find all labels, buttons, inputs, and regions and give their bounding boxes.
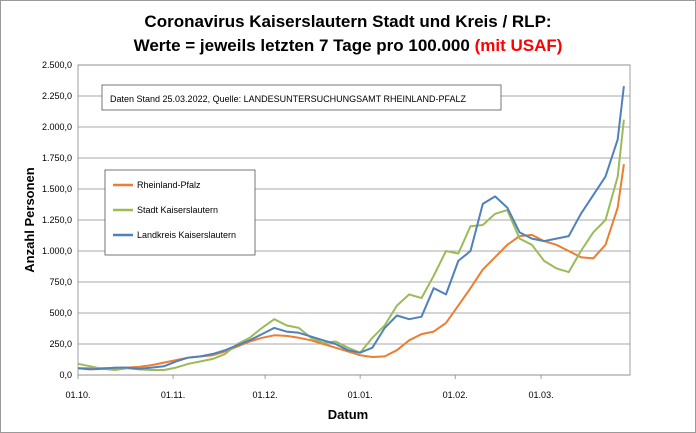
legend-label: Stadt Kaiserslautern bbox=[137, 205, 218, 215]
y-tick-label: 1.000,0 bbox=[42, 246, 72, 256]
x-tick-label: 01.10. bbox=[65, 390, 90, 400]
y-tick-label: 1.250,0 bbox=[42, 215, 72, 225]
x-tick-label: 01.02. bbox=[443, 390, 468, 400]
y-axis-ticks: 0,0 250,0 500,0 750,0 1.000,0 1.250,0 1.500,0 1… bbox=[42, 60, 72, 380]
series-line-2 bbox=[77, 85, 625, 371]
legend-items: Rheinland-Pfalz Stadt Kaiserslautern Landk… bbox=[113, 180, 236, 240]
legend-label: Rheinland-Pfalz bbox=[137, 180, 201, 190]
chart-title-main: Werte = jeweils letzten 7 Tage pro 100.0… bbox=[134, 36, 475, 55]
source-note-box bbox=[101, 84, 502, 111]
y-tick-label: 750,0 bbox=[49, 277, 72, 287]
x-axis-ticks: 01.10. 01.11. 01.12. 01.01. 01.02. 01.03. bbox=[65, 375, 554, 400]
y-tick-label: 500,0 bbox=[49, 308, 72, 318]
series-line-0 bbox=[78, 164, 625, 370]
y-tick-label: 1.500,0 bbox=[42, 184, 72, 194]
y-tick-label: 250,0 bbox=[49, 339, 72, 349]
series-line-1 bbox=[77, 119, 625, 371]
series-lines bbox=[77, 85, 625, 371]
chart-title-highlight: (mit USAF) bbox=[475, 36, 563, 55]
x-tick-label: 01.01. bbox=[348, 390, 373, 400]
x-tick-label: 01.11. bbox=[161, 390, 185, 400]
y-tick-label: 2.000,0 bbox=[42, 122, 72, 132]
x-tick-label: 01.12. bbox=[253, 390, 278, 400]
y-tick-label: 0,0 bbox=[59, 370, 72, 380]
legend-label: Landkreis Kaiserslautern bbox=[137, 230, 236, 240]
x-axis-title: Datum bbox=[328, 407, 368, 422]
y-tick-label: 1.750,0 bbox=[42, 153, 72, 163]
y-tick-label: 2.500,0 bbox=[42, 60, 72, 70]
chart-title-line-2: Werte = jeweils letzten 7 Tage pro 100.0… bbox=[134, 36, 563, 55]
y-axis-title: Anzahl Personen bbox=[22, 167, 37, 273]
source-note: Daten Stand 25.03.2022, Quelle: LANDESUN… bbox=[110, 94, 466, 104]
chart-title-line-1: Coronavirus Kaiserslautern Stadt und Kre… bbox=[144, 12, 551, 31]
x-tick-label: 01.03. bbox=[529, 390, 554, 400]
y-tick-label: 2.250,0 bbox=[42, 91, 72, 101]
